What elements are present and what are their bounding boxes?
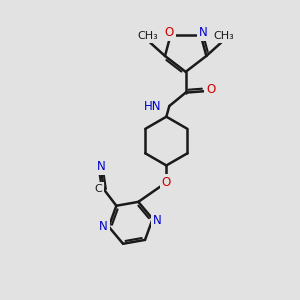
Text: N: N (99, 220, 108, 233)
Text: O: O (164, 26, 174, 39)
Text: CH₃: CH₃ (213, 31, 234, 41)
Text: O: O (206, 83, 216, 96)
Text: HN: HN (143, 100, 161, 112)
Text: O: O (162, 176, 171, 189)
Text: N: N (97, 160, 106, 173)
Text: CH₃: CH₃ (137, 31, 158, 41)
Text: N: N (153, 214, 161, 227)
Text: C: C (94, 184, 102, 194)
Text: N: N (199, 26, 208, 39)
